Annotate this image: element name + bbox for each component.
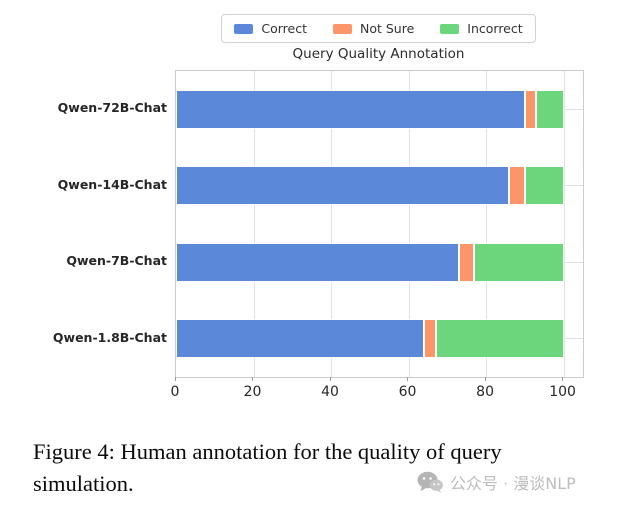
- bar-segment-correct: [176, 242, 459, 282]
- bar-row: [176, 166, 583, 206]
- legend-label: Incorrect: [467, 21, 523, 36]
- grid-line-vertical: [253, 71, 255, 377]
- caption-line: Figure 4: Human annotation for the quali…: [33, 439, 502, 464]
- grid-line-vertical: [408, 71, 410, 377]
- chart-legend: Correct Not Sure Incorrect: [221, 14, 536, 43]
- plot-area: [175, 70, 584, 378]
- y-axis-label: Qwen-1.8B-Chat: [52, 329, 167, 345]
- bar-segment-not-sure: [458, 242, 475, 282]
- x-tick-mark: [329, 377, 331, 381]
- legend-label: Not Sure: [359, 21, 415, 36]
- bar-segment-incorrect: [536, 89, 564, 129]
- bar-segment-incorrect: [435, 319, 564, 359]
- bar-row: [176, 242, 583, 282]
- x-tick-label: 0: [170, 384, 180, 400]
- y-axis: Qwen-72B-Chat Qwen-14B-Chat Qwen-7B-Chat Qw…: [0, 70, 167, 376]
- legend-label: Correct: [261, 21, 307, 36]
- bar-segment-incorrect: [524, 166, 564, 206]
- caption-line: simulation.: [33, 471, 134, 496]
- legend-item: Incorrect: [440, 21, 523, 36]
- bar-segment-not-sure: [524, 89, 537, 129]
- y-axis-label: Qwen-14B-Chat: [57, 176, 167, 192]
- legend-item: Correct: [234, 21, 307, 36]
- bar-segment-not-sure: [509, 166, 525, 206]
- x-tick-mark: [484, 377, 486, 381]
- bar-segment-incorrect: [474, 242, 564, 282]
- x-axis: 0 20 40 60 80 100: [171, 377, 582, 405]
- bar-segment-correct: [176, 166, 510, 206]
- chart-legend-wrap: Correct Not Sure Incorrect: [175, 14, 582, 43]
- x-tick-label: 60: [398, 384, 417, 400]
- watermark: 公众号 · 漫谈NLP: [417, 470, 576, 494]
- bar-row: [176, 89, 583, 129]
- x-tick-label: 20: [243, 384, 262, 400]
- y-axis-label: Qwen-7B-Chat: [66, 253, 167, 269]
- watermark-text: 公众号 · 漫谈NLP: [450, 474, 576, 493]
- figure-caption: Figure 4: Human annotation for the quali…: [33, 436, 599, 500]
- grid-line-vertical: [331, 71, 333, 377]
- x-tick-mark: [252, 377, 254, 381]
- legend-swatch-correct: [234, 23, 254, 34]
- bar-row: [176, 319, 583, 359]
- x-tick-label: 80: [476, 384, 495, 400]
- legend-swatch-not-sure: [332, 23, 352, 34]
- chart-title: Query Quality Annotation: [292, 46, 465, 62]
- bar-segment-not-sure: [424, 319, 436, 359]
- x-tick-mark: [174, 377, 176, 381]
- x-tick-label: 100: [549, 384, 576, 400]
- bar-segment-correct: [176, 89, 525, 129]
- legend-item: Not Sure: [332, 21, 415, 36]
- y-axis-label: Qwen-72B-Chat: [57, 100, 167, 116]
- x-tick-mark: [562, 377, 564, 381]
- wechat-icon: [417, 471, 443, 493]
- x-tick-label: 40: [321, 384, 339, 400]
- grid-line-vertical: [563, 71, 565, 377]
- x-tick-mark: [407, 377, 409, 381]
- grid-line-vertical: [486, 71, 488, 377]
- legend-swatch-incorrect: [440, 23, 460, 34]
- bar-segment-correct: [176, 319, 425, 359]
